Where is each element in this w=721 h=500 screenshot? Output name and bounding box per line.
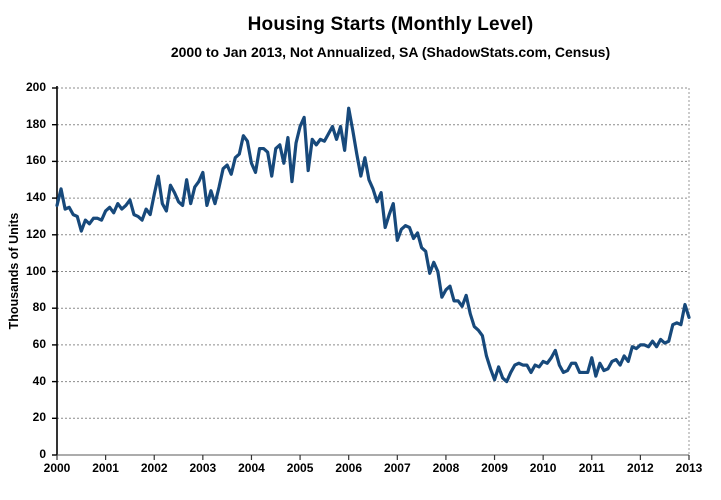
x-tick-label: 2008: [432, 461, 460, 475]
y-tick-label: 140: [25, 190, 46, 205]
housing-starts-line: [55, 106, 691, 384]
x-tick-label: 2002: [140, 461, 168, 475]
y-tick-label: 40: [32, 373, 46, 388]
x-tick-label: 2009: [481, 461, 508, 475]
data-series: [55, 106, 691, 384]
y-tick-label: 120: [25, 226, 46, 241]
x-tick-label: 2005: [286, 461, 314, 475]
y-tick-label: 100: [25, 263, 46, 278]
x-tick-label: 2013: [675, 461, 703, 475]
axes: [52, 86, 690, 460]
y-tick-label: 200: [25, 80, 46, 94]
x-tick-label: 2011: [578, 461, 605, 475]
x-tick-label: 2003: [189, 461, 217, 475]
x-tick-label: 2000: [43, 461, 71, 475]
x-tick-label: 2010: [529, 461, 557, 475]
y-tick-label: 80: [32, 300, 46, 315]
y-tick-label: 20: [32, 410, 46, 425]
y-tick-label: 0: [39, 447, 46, 461]
x-tick-label: 2007: [383, 461, 411, 475]
y-tick-label: 160: [25, 153, 46, 168]
y-tick-label: 60: [32, 336, 46, 351]
x-tick-label: 2012: [627, 461, 654, 475]
chart-title: Housing Starts (Monthly Level): [247, 14, 534, 35]
x-tick-label: 2006: [335, 461, 363, 475]
x-tick-label: 2001: [92, 461, 119, 475]
chart-subtitle: 2000 to Jan 2013, Not Annualized, SA (Sh…: [170, 44, 611, 60]
gridlines: [57, 87, 690, 455]
x-tick-label: 2004: [238, 461, 265, 475]
y-tick-label: 180: [25, 116, 46, 131]
